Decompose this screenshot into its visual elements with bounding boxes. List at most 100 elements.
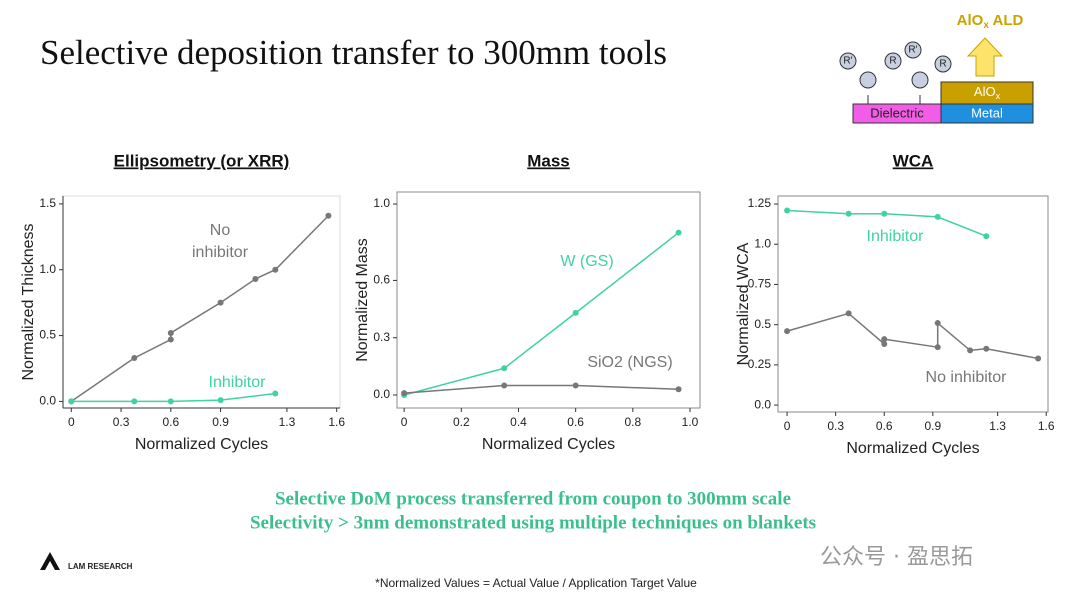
data-point <box>784 328 791 335</box>
r-label: R <box>939 59 946 70</box>
data-point <box>934 213 941 220</box>
x-tick-label: 0.4 <box>510 415 527 429</box>
series-label: W (GS) <box>560 253 613 270</box>
series-line <box>403 232 680 396</box>
series-label: Inhibitor <box>867 228 925 245</box>
summary: Selectivity > 3nm demonstrated using mul… <box>250 512 816 533</box>
x-tick-label: 0.2 <box>453 415 470 429</box>
x-tick-label: 0.6 <box>162 415 179 429</box>
data-point <box>1035 355 1042 362</box>
x-tick-label: 0.9 <box>212 415 229 429</box>
y-tick-label: 1.0 <box>373 196 390 210</box>
data-point <box>572 382 579 389</box>
y-tick-label: 1.0 <box>39 262 56 276</box>
data-point <box>131 354 138 361</box>
watermark: 公众号 · 盈思拓 <box>820 545 973 570</box>
series-line <box>70 215 329 403</box>
x-tick-label: 0.3 <box>113 415 130 429</box>
plot-frame <box>396 191 701 409</box>
data-point <box>675 229 682 236</box>
y-tick-label: 1.5 <box>39 196 56 210</box>
r-label: R' <box>843 56 852 67</box>
y-axis-label: Normalized Thickness <box>20 223 37 380</box>
r-label: R' <box>908 45 917 56</box>
data-point <box>881 340 888 347</box>
x-tick-label: 0.9 <box>924 419 941 433</box>
data-point <box>845 310 852 317</box>
data-point <box>217 299 224 306</box>
x-tick-label: 1.6 <box>328 415 345 429</box>
data-point <box>217 397 224 404</box>
data-point <box>167 329 174 336</box>
x-tick-label: 1.6 <box>1038 419 1055 433</box>
x-tick-label: 0.8 <box>624 415 641 429</box>
data-point <box>68 398 75 405</box>
y-tick-label: 0.5 <box>754 317 771 331</box>
data-point <box>501 382 508 389</box>
x-tick-label: 1.0 <box>682 415 699 429</box>
series-label: Inhibitor <box>209 374 267 391</box>
chart-title: Ellipsometry (or XRR) <box>114 151 290 170</box>
data-point <box>881 210 888 217</box>
data-point <box>881 336 888 343</box>
data-point <box>675 386 682 393</box>
series-label: SiO2 (NGS) <box>587 354 672 371</box>
arrow <box>966 37 1004 77</box>
data-point <box>934 320 941 327</box>
y-tick-label: 1.25 <box>748 196 772 210</box>
data-point <box>252 275 259 282</box>
alox-label: AlOx <box>974 84 1001 101</box>
x-tick-label: 1.3 <box>279 415 296 429</box>
data-point <box>501 365 508 372</box>
data-point <box>845 210 852 217</box>
series-line <box>404 384 679 394</box>
logo: LAM RESEARCH <box>68 562 133 571</box>
chart-title: Mass <box>527 151 570 170</box>
y-tick-label: 0.0 <box>39 394 56 408</box>
data-point <box>934 344 941 351</box>
ald-label: AlOx ALD <box>957 12 1024 31</box>
series-label: No inhibitor <box>191 222 249 261</box>
x-tick-label: 0 <box>68 415 75 429</box>
y-tick-label: 0.3 <box>373 330 390 344</box>
y-axis-label: Normalized Mass <box>354 238 371 362</box>
data-point <box>167 398 174 405</box>
chart-title: WCA <box>893 151 934 170</box>
summary: Selective DoM process transferred from c… <box>275 488 791 509</box>
diagram: AlOx ALD AlOx Metal Dielectric R' R R' R <box>839 12 1034 124</box>
y-tick-label: 0.6 <box>373 273 390 287</box>
x-axis-label: Normalized Cycles <box>135 436 268 453</box>
series-label: No inhibitor <box>191 222 249 261</box>
y-tick-label: 1.0 <box>754 236 771 250</box>
series-line <box>786 312 1039 360</box>
y-tick-label: 0.75 <box>748 277 772 291</box>
data-point <box>983 345 990 352</box>
r-label: R <box>889 56 896 67</box>
y-tick-label: 0.5 <box>39 328 56 342</box>
x-tick-label: 0.6 <box>876 419 893 433</box>
y-tick-label: 0.0 <box>373 387 390 401</box>
data-point <box>983 233 990 240</box>
y-axis-label: Normalized WCA <box>735 242 752 365</box>
plot-frame <box>777 195 1049 413</box>
data-point <box>272 266 279 273</box>
data-point <box>967 347 974 354</box>
x-axis-label: Normalized Cycles <box>482 436 615 453</box>
x-tick-label: 0 <box>401 415 408 429</box>
data-point <box>572 309 579 316</box>
x-tick-label: 1.3 <box>989 419 1006 433</box>
footnote: *Normalized Values = Actual Value / Appl… <box>375 576 697 590</box>
data-point <box>272 390 279 397</box>
y-tick-label: 0.25 <box>748 357 772 371</box>
x-tick-label: 0.6 <box>567 415 584 429</box>
data-point <box>167 336 174 343</box>
x-tick-label: 0 <box>784 419 791 433</box>
logo-mark <box>40 552 60 570</box>
data-point <box>325 212 332 219</box>
dielectric-label: Dielectric <box>870 105 924 120</box>
data-point <box>401 390 408 397</box>
data-point <box>784 207 791 214</box>
slide-title: Selective deposition transfer to 300mm t… <box>40 33 667 72</box>
